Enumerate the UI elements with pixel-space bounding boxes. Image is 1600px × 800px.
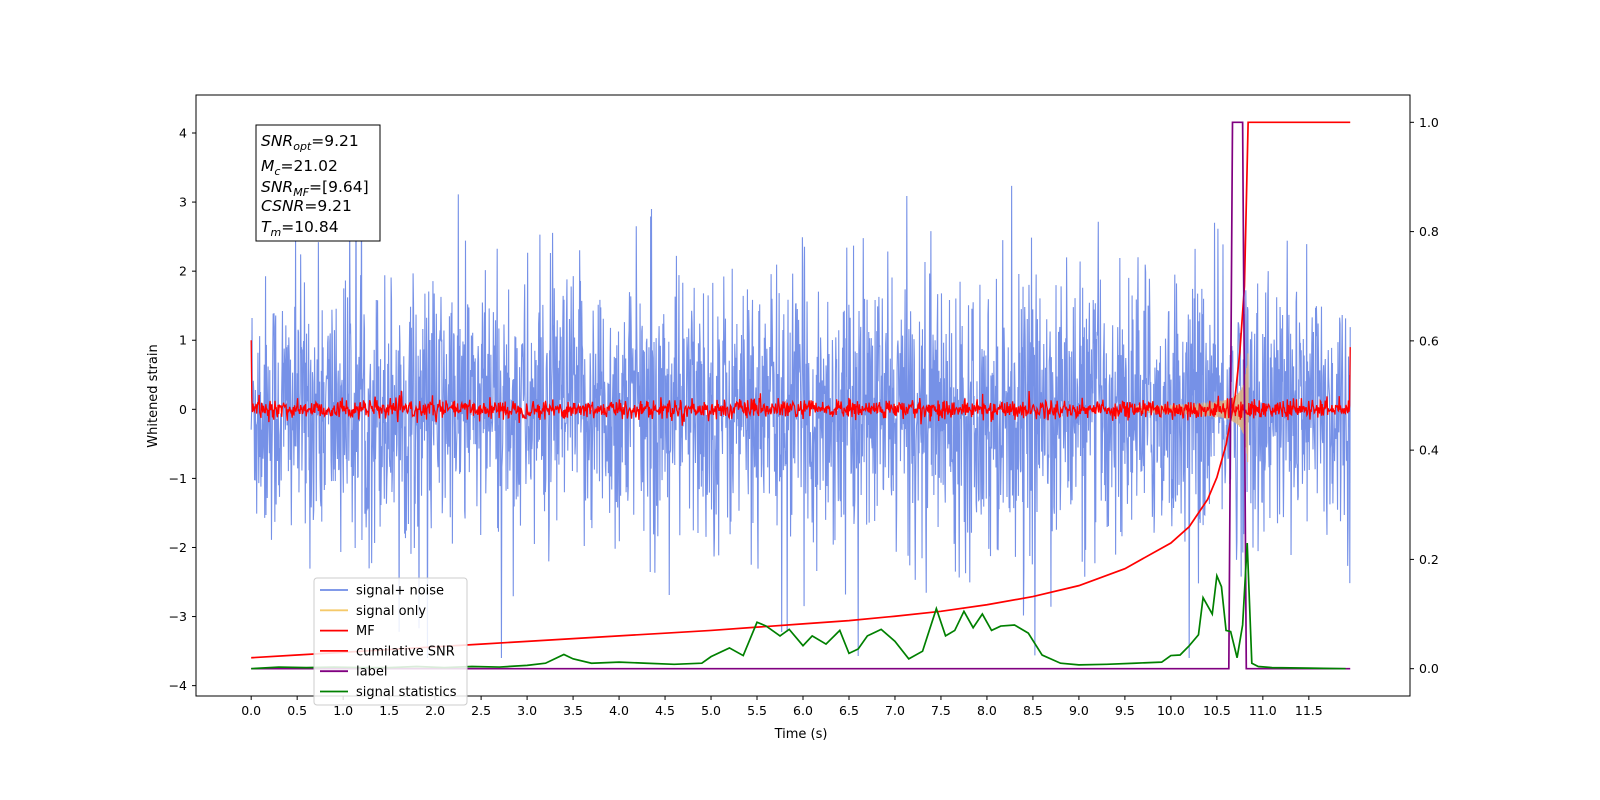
x-tick-label: 0.5 [287, 703, 307, 718]
x-tick-label: 2.5 [471, 703, 491, 718]
series-label [251, 121, 1351, 670]
x-axis-label: Time (s) [774, 727, 828, 742]
y-axis-left: −4 −3 −2 −1 0 1 2 3 4 [169, 125, 196, 693]
x-tick-label: 7.5 [931, 703, 951, 718]
x-tick-label: 11.0 [1249, 703, 1277, 718]
mf-line [250, 340, 1351, 426]
signal-plus-noise-line [250, 159, 1351, 659]
y-left-tick-label: −4 [169, 678, 187, 693]
info-snr-mf: SNRMF=[9.64] [261, 178, 369, 199]
x-tick-label: 3.0 [517, 703, 537, 718]
y-left-tick-label: −3 [169, 609, 187, 624]
x-tick-label: 10.0 [1157, 703, 1185, 718]
signal-plus-noise-series [250, 159, 1351, 659]
right-axis-series [251, 121, 1351, 670]
legend-label: MF [356, 624, 375, 639]
x-tick-label: 8.5 [1023, 703, 1043, 718]
info-box: SNRopt=9.21 Mc=21.02 SNRMF=[9.64] CSNR=9… [255, 124, 381, 242]
info-snr-opt: SNRopt=9.21 [261, 132, 359, 153]
legend-label: signal+ noise [356, 584, 444, 599]
y-left-tick-label: 4 [179, 125, 187, 140]
x-tick-label: 9.0 [1069, 703, 1089, 718]
legend-label: signal statistics [356, 685, 457, 700]
x-tick-label: 4.5 [655, 703, 675, 718]
legend: signal+ noise signal only MF cumilative SNR… [313, 577, 468, 706]
y-left-tick-label: −2 [169, 540, 187, 555]
x-tick-label: 3.5 [563, 703, 583, 718]
y-right-tick-label: 0.8 [1419, 224, 1439, 239]
x-tick-label: 8.0 [977, 703, 997, 718]
x-tick-label: 0.0 [241, 703, 261, 718]
x-tick-label: 9.5 [1115, 703, 1135, 718]
x-tick-label: 7.0 [885, 703, 905, 718]
y-right-tick-label: 1.0 [1419, 115, 1439, 130]
x-tick-label: 6.0 [793, 703, 813, 718]
y-left-tick-label: 2 [179, 264, 187, 279]
legend-label: label [356, 665, 387, 680]
series-signal-statistics [251, 542, 1346, 670]
plot-area [250, 121, 1351, 670]
x-axis: 0.0 0.5 1.0 1.5 2.0 2.5 3.0 3.5 4.0 4.5 5.0 5.5 6.0 6… [241, 696, 1323, 718]
legend-label: cumilative SNR [356, 644, 455, 659]
x-tick-label: 1.5 [379, 703, 399, 718]
x-tick-label: 4.0 [609, 703, 629, 718]
y-axis-right: 0.0 0.2 0.4 0.6 0.8 1.0 [1410, 115, 1439, 676]
x-tick-label: 1.0 [333, 703, 353, 718]
series-cumilative-snr [251, 121, 1351, 659]
y-left-tick-label: 0 [179, 402, 187, 417]
x-tick-label: 5.0 [701, 703, 721, 718]
x-tick-label: 5.5 [747, 703, 767, 718]
y-axis-label: Whitened strain [146, 344, 161, 447]
y-left-tick-label: 1 [179, 333, 187, 348]
x-tick-label: 11.5 [1295, 703, 1323, 718]
mf-series [250, 340, 1351, 426]
info-mc: Mc=21.02 [261, 157, 338, 178]
y-left-tick-label: 3 [179, 195, 187, 210]
x-tick-label: 6.5 [839, 703, 859, 718]
y-left-tick-label: −1 [169, 471, 187, 486]
y-right-tick-label: 0.4 [1419, 443, 1439, 458]
info-tm: Tm=10.84 [261, 218, 339, 239]
y-right-tick-label: 0.2 [1419, 552, 1439, 567]
legend-label: signal only [356, 604, 426, 619]
x-tick-label: 10.5 [1203, 703, 1231, 718]
x-tick-label: 2.0 [425, 703, 445, 718]
info-csnr: CSNR=9.21 [261, 197, 352, 215]
y-right-tick-label: 0.6 [1419, 333, 1439, 348]
y-right-tick-label: 0.0 [1419, 661, 1439, 676]
